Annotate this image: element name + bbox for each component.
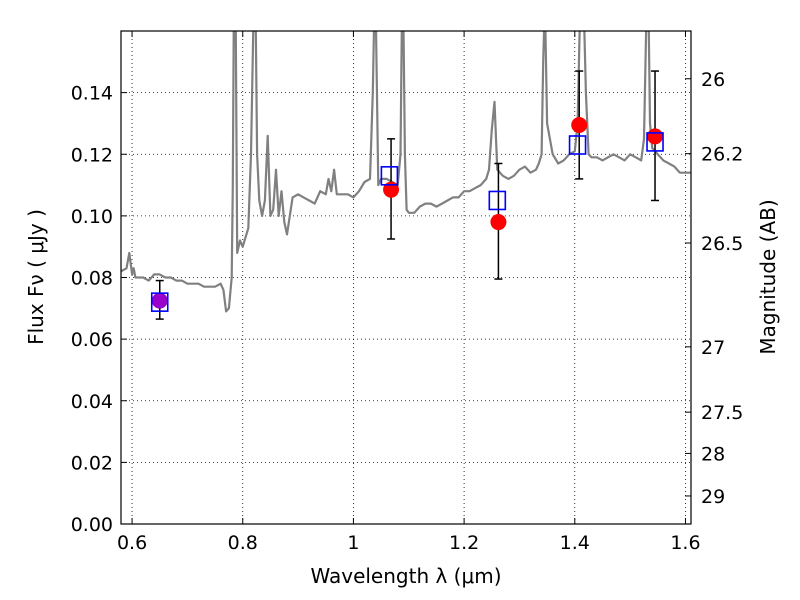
x-tick-label: 1.6	[670, 532, 700, 554]
mag-tick-label: 26.5	[701, 233, 743, 255]
data-area	[121, 31, 691, 320]
observed-point	[383, 181, 400, 198]
x-tick-label: 1	[347, 532, 359, 554]
observed-point	[647, 128, 664, 145]
model-square	[568, 135, 587, 155]
mag-tick-label: 27.5	[701, 402, 743, 424]
model-square	[380, 166, 399, 186]
x-tick-label: 0.6	[117, 532, 147, 554]
model-square	[488, 190, 507, 211]
observed-point	[571, 116, 588, 133]
mag-tick-label: 26	[701, 69, 725, 91]
observed-point	[490, 214, 507, 231]
mag-tick-label: 28	[701, 443, 725, 465]
y-tick-label: 0.14	[71, 83, 113, 105]
spectrum-line	[121, 31, 691, 313]
y-tick-label: 0.08	[71, 268, 113, 290]
mag-tick-label: 26.2	[701, 144, 743, 166]
x-tick-label: 1.2	[449, 532, 479, 554]
observed-point	[151, 292, 168, 309]
y-tick-label: 0.06	[71, 329, 113, 351]
model-square	[150, 292, 169, 312]
y-tick-label: 0.10	[71, 206, 113, 228]
y-tick-label: 0.04	[71, 391, 113, 413]
mag-tick-label: 27	[701, 337, 725, 359]
y-tick-label: 0.02	[71, 452, 113, 474]
axis-ticks: 0.6 0.8 1 1.2 1.4 1.6 0.00 0.02 0.04 0.06 0.08 0.10…	[71, 31, 743, 554]
y2-axis-title: Magnitude (AB)	[756, 199, 780, 354]
x-axis-title: Wavelength λ (μm)	[310, 564, 501, 588]
x-tick-label: 1.4	[560, 532, 590, 554]
model-square	[646, 132, 664, 152]
mag-tick-label: 29	[701, 486, 725, 508]
y-tick-label: 0.12	[71, 144, 113, 166]
y-axis-title: Flux Fν ( μJy )	[24, 209, 48, 345]
x-tick-label: 0.8	[228, 532, 258, 554]
y-tick-label: 0.00	[71, 514, 113, 536]
